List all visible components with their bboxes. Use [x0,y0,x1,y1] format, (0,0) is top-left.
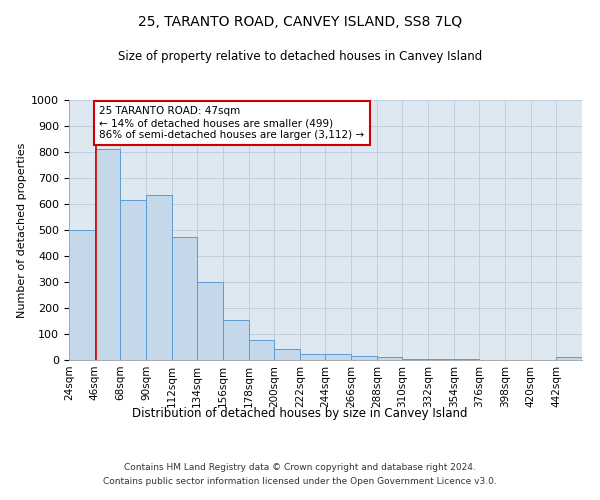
Bar [325,354,351,360]
Bar [556,358,582,360]
Text: 25, TARANTO ROAD, CANVEY ISLAND, SS8 7LQ: 25, TARANTO ROAD, CANVEY ISLAND, SS8 7LQ [138,15,462,29]
Bar [300,354,325,360]
Text: Contains public sector information licensed under the Open Government Licence v3: Contains public sector information licen… [103,478,497,486]
Text: Distribution of detached houses by size in Canvey Island: Distribution of detached houses by size … [132,408,468,420]
Bar [172,236,197,360]
Bar [146,195,172,360]
Bar [403,358,428,360]
Bar [428,359,454,360]
Bar [69,230,95,360]
Bar [248,340,274,360]
Bar [351,356,377,360]
Bar [377,358,403,360]
Bar [197,282,223,360]
Y-axis label: Number of detached properties: Number of detached properties [17,142,27,318]
Text: Size of property relative to detached houses in Canvey Island: Size of property relative to detached ho… [118,50,482,63]
Bar [274,349,300,360]
Text: Contains HM Land Registry data © Crown copyright and database right 2024.: Contains HM Land Registry data © Crown c… [124,462,476,471]
Bar [120,200,146,360]
Bar [95,150,120,360]
Text: 25 TARANTO ROAD: 47sqm
← 14% of detached houses are smaller (499)
86% of semi-de: 25 TARANTO ROAD: 47sqm ← 14% of detached… [100,106,364,140]
Bar [223,320,248,360]
